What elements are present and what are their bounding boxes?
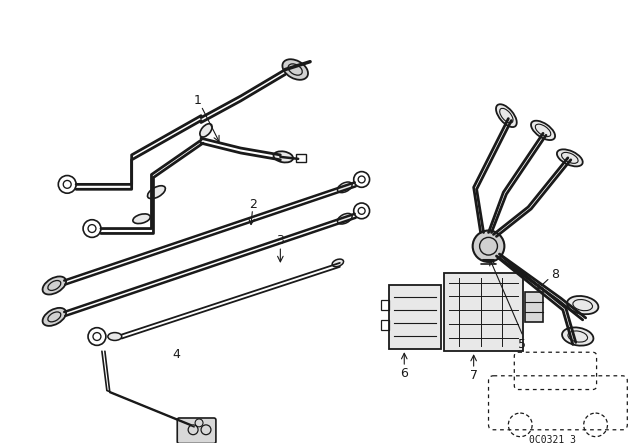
Ellipse shape: [43, 276, 66, 294]
Text: 7: 7: [470, 369, 477, 382]
Text: 3: 3: [276, 234, 284, 247]
Text: 1: 1: [194, 95, 202, 108]
Ellipse shape: [282, 59, 308, 80]
Ellipse shape: [147, 186, 165, 199]
Text: 8: 8: [551, 268, 559, 281]
Text: 6: 6: [401, 367, 408, 380]
Ellipse shape: [273, 151, 293, 163]
Ellipse shape: [133, 214, 150, 224]
Ellipse shape: [108, 332, 122, 340]
Ellipse shape: [557, 149, 583, 166]
Text: 2: 2: [249, 198, 257, 211]
Bar: [389, 285, 441, 349]
Bar: [381, 300, 389, 310]
Ellipse shape: [332, 259, 344, 267]
Ellipse shape: [496, 104, 516, 127]
Text: 0C0321 3: 0C0321 3: [529, 435, 577, 444]
Bar: [296, 154, 306, 162]
Bar: [381, 320, 389, 330]
Text: 4: 4: [172, 348, 180, 361]
Ellipse shape: [562, 327, 593, 346]
Ellipse shape: [43, 308, 66, 326]
Ellipse shape: [531, 121, 555, 140]
Ellipse shape: [337, 213, 352, 224]
Ellipse shape: [200, 124, 212, 137]
FancyBboxPatch shape: [177, 418, 216, 444]
Ellipse shape: [337, 182, 352, 193]
Circle shape: [473, 231, 504, 262]
Ellipse shape: [567, 296, 598, 314]
Text: 5: 5: [518, 338, 526, 351]
Bar: [444, 273, 524, 351]
Bar: [525, 293, 543, 322]
